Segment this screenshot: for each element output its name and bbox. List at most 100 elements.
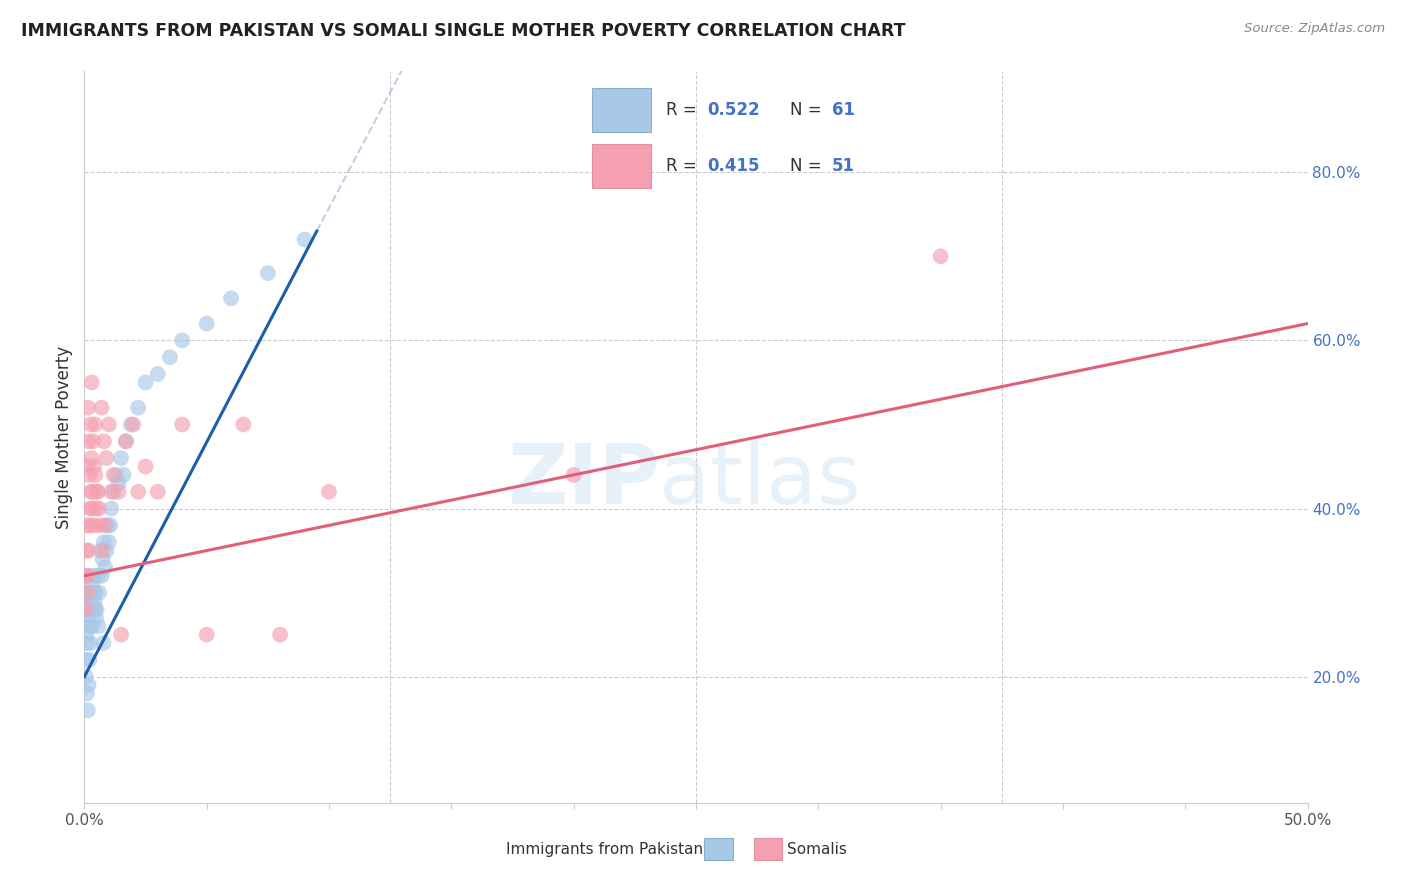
- Point: [127, 484, 149, 499]
- Point: [269, 627, 291, 641]
- Point: [91, 543, 114, 558]
- Point: [87, 484, 110, 499]
- Point: [80, 484, 103, 499]
- Point: [107, 476, 129, 491]
- Point: [318, 484, 340, 499]
- Point: [75, 569, 97, 583]
- Point: [79, 417, 101, 432]
- Point: [80, 594, 103, 608]
- Point: [80, 585, 103, 599]
- Point: [75, 627, 97, 641]
- Point: [84, 467, 107, 482]
- Point: [97, 417, 120, 432]
- Point: [80, 376, 103, 390]
- Point: [146, 484, 169, 499]
- Point: [135, 376, 157, 390]
- Text: N =: N =: [790, 156, 827, 175]
- Point: [84, 501, 107, 516]
- Point: [86, 602, 108, 616]
- Point: [76, 569, 98, 583]
- Point: [83, 594, 105, 608]
- Point: [90, 569, 112, 583]
- FancyBboxPatch shape: [592, 88, 651, 132]
- Point: [195, 317, 218, 331]
- Point: [115, 434, 138, 449]
- Point: [96, 543, 118, 558]
- Point: [91, 552, 114, 566]
- Point: [82, 619, 104, 633]
- Point: [76, 459, 98, 474]
- Point: [94, 518, 117, 533]
- Point: [87, 585, 110, 599]
- Text: ZIP: ZIP: [506, 441, 659, 522]
- Point: [135, 459, 157, 474]
- Point: [76, 585, 98, 599]
- Point: [107, 484, 129, 499]
- Point: [115, 434, 138, 449]
- Point: [87, 569, 110, 583]
- Point: [82, 602, 104, 616]
- Point: [172, 417, 194, 432]
- Point: [86, 484, 108, 499]
- Text: N =: N =: [790, 101, 827, 119]
- Point: [84, 611, 107, 625]
- Point: [87, 501, 110, 516]
- Point: [76, 686, 98, 700]
- Point: [159, 350, 181, 364]
- Point: [122, 417, 145, 432]
- Point: [82, 501, 104, 516]
- Point: [83, 518, 105, 533]
- Point: [294, 233, 316, 247]
- Point: [562, 467, 585, 482]
- Point: [110, 627, 132, 641]
- Point: [79, 501, 101, 516]
- Point: [77, 585, 100, 599]
- Point: [94, 560, 117, 574]
- Point: [76, 518, 98, 533]
- Point: [84, 585, 107, 599]
- Point: [76, 703, 98, 717]
- Point: [79, 518, 101, 533]
- Point: [127, 401, 149, 415]
- Point: [110, 451, 132, 466]
- Point: [93, 535, 115, 549]
- Point: [84, 602, 107, 616]
- Point: [89, 543, 111, 558]
- Point: [97, 535, 120, 549]
- Point: [77, 434, 100, 449]
- Point: [77, 594, 100, 608]
- Point: [120, 417, 142, 432]
- Point: [79, 636, 101, 650]
- Point: [79, 569, 101, 583]
- Text: 0.415: 0.415: [707, 156, 761, 175]
- Text: Somalis: Somalis: [787, 842, 848, 856]
- Point: [219, 291, 242, 305]
- Point: [76, 653, 98, 667]
- Text: 51: 51: [831, 156, 855, 175]
- Point: [77, 678, 100, 692]
- Point: [75, 602, 97, 616]
- Point: [98, 518, 121, 533]
- Point: [97, 518, 120, 533]
- Point: [83, 459, 105, 474]
- Text: 0.522: 0.522: [707, 101, 761, 119]
- Point: [83, 569, 105, 583]
- Point: [195, 627, 218, 641]
- Point: [77, 467, 100, 482]
- Point: [76, 611, 98, 625]
- Point: [112, 467, 135, 482]
- Point: [83, 585, 105, 599]
- Point: [77, 543, 100, 558]
- Point: [929, 249, 952, 263]
- Point: [232, 417, 254, 432]
- Text: Immigrants from Pakistan: Immigrants from Pakistan: [506, 842, 703, 856]
- Point: [100, 484, 122, 499]
- Point: [75, 602, 97, 616]
- Point: [77, 602, 100, 616]
- Point: [105, 467, 128, 482]
- Point: [103, 467, 125, 482]
- Text: R =: R =: [666, 156, 702, 175]
- Point: [79, 653, 101, 667]
- Point: [77, 401, 100, 415]
- Point: [82, 434, 104, 449]
